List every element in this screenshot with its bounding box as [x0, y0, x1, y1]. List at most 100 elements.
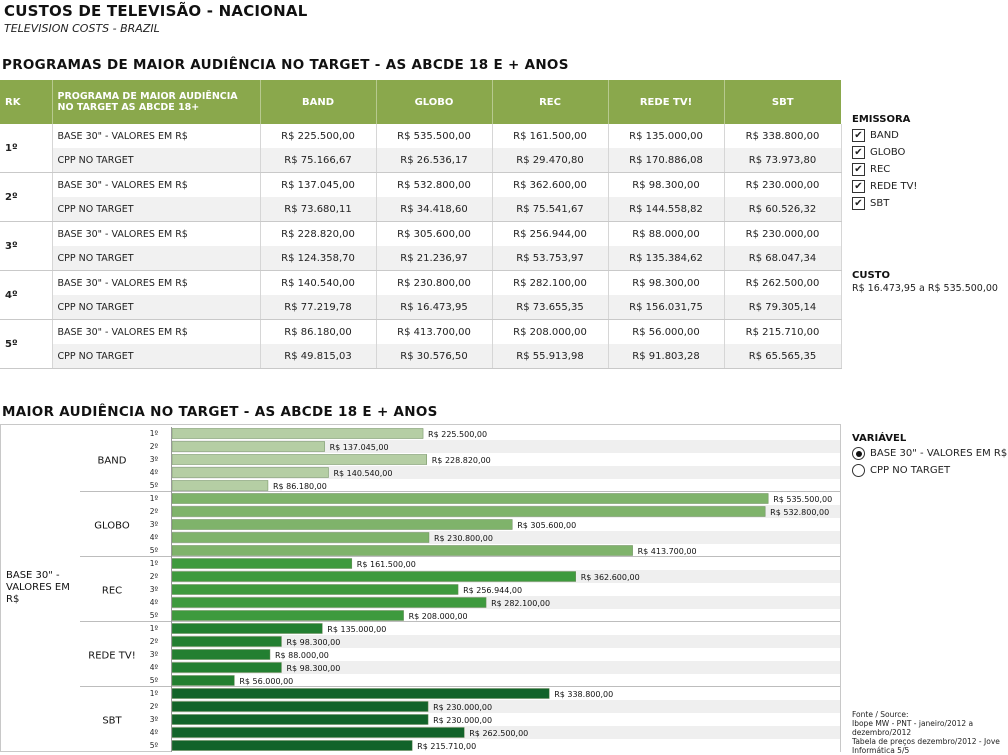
table-cell-base[interactable]: R$ 262.500,00: [724, 270, 842, 295]
source-note: Fonte / Source: Ibope MW - PNT - janeiro/…: [852, 710, 1004, 755]
table-cell-base[interactable]: R$ 228.820,00: [260, 221, 377, 246]
table-cell-cpp[interactable]: R$ 170.886,08: [608, 148, 725, 173]
table-cell-base[interactable]: R$ 98.300,00: [608, 172, 725, 197]
bar-value-label: R$ 535.500,00: [773, 495, 832, 504]
table-cell-cpp[interactable]: R$ 124.358,70: [260, 246, 377, 271]
table-cell-base[interactable]: R$ 98.300,00: [608, 270, 725, 295]
col-header-sbt[interactable]: SBT: [724, 80, 841, 124]
checkbox[interactable]: ✔: [852, 197, 865, 210]
emissora-filter-item[interactable]: ✔ REC: [852, 161, 1008, 178]
row-label-base: BASE 30" - VALORES EM R$: [52, 270, 261, 295]
col-header-rk[interactable]: RK: [0, 80, 53, 124]
bar: [171, 636, 282, 647]
station-label: SBT: [102, 716, 122, 727]
table-cell-base[interactable]: R$ 362.600,00: [492, 172, 609, 197]
emissora-filter-label: BAND: [870, 130, 899, 141]
table-cell-base[interactable]: R$ 230.000,00: [724, 221, 842, 246]
radio-button[interactable]: [852, 464, 865, 477]
checkbox[interactable]: ✔: [852, 163, 865, 176]
variavel-option[interactable]: BASE 30" - VALORES EM R$: [852, 445, 1008, 462]
bar-value-label: R$ 208.000,00: [409, 612, 468, 621]
bar-value-label: R$ 140.540,00: [333, 469, 392, 478]
table-cell-base[interactable]: R$ 137.045,00: [260, 172, 377, 197]
table-cell-cpp[interactable]: R$ 34.418,60: [376, 197, 493, 222]
rank-cell: 4º: [0, 270, 53, 320]
checkbox[interactable]: ✔: [852, 129, 865, 142]
table-row-cpp: CPP NO TARGET R$ 49.815,03 R$ 30.576,50 R$ …: [0, 344, 842, 369]
emissora-filter-item[interactable]: ✔ BAND: [852, 127, 1008, 144]
checkbox[interactable]: ✔: [852, 146, 865, 159]
table-cell-cpp[interactable]: R$ 53.753,97: [492, 246, 609, 271]
emissora-heading: EMISSORA: [852, 114, 911, 125]
table-row-base: 1º BASE 30" - VALORES EM R$ R$ 225.500,00 R…: [0, 124, 842, 173]
table-cell-base[interactable]: R$ 413.700,00: [376, 319, 493, 344]
table-cell-base[interactable]: R$ 338.800,00: [724, 124, 842, 148]
table-cell-cpp[interactable]: R$ 79.305,14: [724, 295, 842, 320]
table-cell-cpp[interactable]: R$ 73.680,11: [260, 197, 377, 222]
table-cell-base[interactable]: R$ 140.540,00: [260, 270, 377, 295]
table-cell-cpp[interactable]: R$ 73.973,80: [724, 148, 842, 173]
col-header-rec[interactable]: REC: [492, 80, 609, 124]
table-cell-base[interactable]: R$ 161.500,00: [492, 124, 609, 148]
table-cell-cpp[interactable]: R$ 144.558,82: [608, 197, 725, 222]
row-label-cpp: CPP NO TARGET: [52, 148, 261, 173]
table-cell-cpp[interactable]: R$ 73.655,35: [492, 295, 609, 320]
emissora-filter-item[interactable]: ✔ REDE TV!: [852, 178, 1008, 195]
table-cell-cpp[interactable]: R$ 26.536,17: [376, 148, 493, 173]
table-cell-base[interactable]: R$ 56.000,00: [608, 319, 725, 344]
bar: [171, 584, 459, 595]
table-cell-cpp[interactable]: R$ 91.803,28: [608, 344, 725, 369]
rank-tick-label: 2º: [150, 702, 159, 711]
table-cell-cpp[interactable]: R$ 29.470,80: [492, 148, 609, 173]
radio-button[interactable]: [852, 447, 865, 460]
rank-tick-label: 1º: [150, 689, 159, 698]
rank-tick-label: 5º: [150, 481, 159, 490]
table-cell-cpp[interactable]: R$ 75.166,67: [260, 148, 377, 173]
emissora-filter-item[interactable]: ✔ SBT: [852, 195, 1008, 212]
emissora-filter-item[interactable]: ✔ GLOBO: [852, 144, 1008, 161]
table-cell-cpp[interactable]: R$ 156.031,75: [608, 295, 725, 320]
table-cell-base[interactable]: R$ 225.500,00: [260, 124, 377, 148]
table-cell-cpp[interactable]: R$ 30.576,50: [376, 344, 493, 369]
table-cell-cpp[interactable]: R$ 65.565,35: [724, 344, 842, 369]
table-cell-base[interactable]: R$ 215.710,00: [724, 319, 842, 344]
table-cell-cpp[interactable]: R$ 60.526,32: [724, 197, 842, 222]
table-cell-base[interactable]: R$ 282.100,00: [492, 270, 609, 295]
table-cell-base[interactable]: R$ 305.600,00: [376, 221, 493, 246]
table-cell-base[interactable]: R$ 230.000,00: [724, 172, 842, 197]
col-header-redetv[interactable]: REDE TV!: [608, 80, 725, 124]
table-cell-base[interactable]: R$ 230.800,00: [376, 270, 493, 295]
source-line: Fonte / Source:: [852, 710, 909, 719]
bar: [171, 428, 424, 439]
row-label-base: BASE 30" - VALORES EM R$: [52, 221, 261, 246]
table-cell-cpp[interactable]: R$ 68.047,34: [724, 246, 842, 271]
bar: [171, 519, 513, 530]
table-cell-base[interactable]: R$ 88.000,00: [608, 221, 725, 246]
table-cell-cpp[interactable]: R$ 55.913,98: [492, 344, 609, 369]
bar-value-label: R$ 282.100,00: [491, 599, 550, 608]
table-cell-base[interactable]: R$ 256.944,00: [492, 221, 609, 246]
col-header-band[interactable]: BAND: [260, 80, 377, 124]
table-cell-cpp[interactable]: R$ 135.384,62: [608, 246, 725, 271]
row-label-cpp: CPP NO TARGET: [52, 246, 261, 271]
rank-tick-label: 4º: [150, 663, 159, 672]
table-cell-cpp[interactable]: R$ 21.236,97: [376, 246, 493, 271]
col-header-programa[interactable]: PROGRAMA DE MAIOR AUDIÊNCIA NO TARGET AS…: [52, 80, 261, 124]
custo-range[interactable]: R$ 16.473,95 a R$ 535.500,00: [852, 283, 998, 294]
table-cell-base[interactable]: R$ 532.800,00: [376, 172, 493, 197]
checkbox[interactable]: ✔: [852, 180, 865, 193]
table-row-cpp: CPP NO TARGET R$ 75.166,67 R$ 26.536,17 R$ …: [0, 148, 842, 173]
table-cell-cpp[interactable]: R$ 75.541,67: [492, 197, 609, 222]
bar: [171, 610, 404, 621]
table-cell-cpp[interactable]: R$ 77.219,78: [260, 295, 377, 320]
table-cell-base[interactable]: R$ 135.000,00: [608, 124, 725, 148]
table-cell-base[interactable]: R$ 86.180,00: [260, 319, 377, 344]
row-label-cpp: CPP NO TARGET: [52, 295, 261, 320]
row-background: [172, 440, 840, 453]
table-cell-base[interactable]: R$ 208.000,00: [492, 319, 609, 344]
table-cell-base[interactable]: R$ 535.500,00: [376, 124, 493, 148]
variavel-option[interactable]: CPP NO TARGET: [852, 462, 1008, 479]
col-header-globo[interactable]: GLOBO: [376, 80, 493, 124]
table-cell-cpp[interactable]: R$ 16.473,95: [376, 295, 493, 320]
table-cell-cpp[interactable]: R$ 49.815,03: [260, 344, 377, 369]
